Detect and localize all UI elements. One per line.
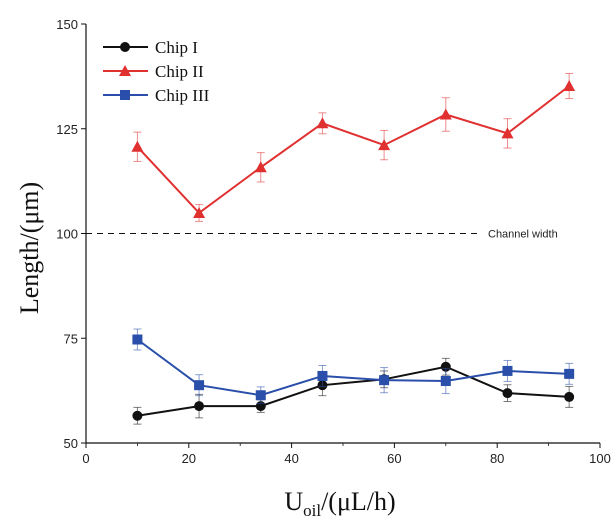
legend-item-chip-ii: Chip II <box>103 62 204 81</box>
data-point <box>439 108 452 120</box>
x-tick-label: 20 <box>182 451 196 466</box>
y-tick-label: 50 <box>64 436 78 451</box>
data-point <box>193 206 206 218</box>
legend-item-chip-iii: Chip III <box>103 86 210 105</box>
legend-marker <box>120 42 130 52</box>
data-point <box>379 375 390 386</box>
data-point <box>501 127 514 139</box>
series-group <box>131 72 576 425</box>
data-point <box>194 401 205 412</box>
series-line <box>136 85 570 215</box>
series-chip-i <box>132 357 575 425</box>
legend-marker <box>120 90 130 100</box>
legend-item-chip-i: Chip I <box>103 38 198 57</box>
x-axis-label: Uoil/(μL/h) <box>284 487 395 516</box>
legend-marker <box>119 65 131 76</box>
data-point <box>502 365 513 376</box>
legend-label: Chip III <box>155 86 210 105</box>
reference-line-group: Channel width <box>86 229 558 241</box>
data-point <box>194 380 205 391</box>
data-point <box>378 139 391 151</box>
axes: 50 75 100 125 150 0 20 40 60 80 100 <box>56 17 611 466</box>
y-tick-label: 75 <box>64 331 78 346</box>
data-point <box>132 334 143 345</box>
x-tick-label: 0 <box>82 451 89 466</box>
reference-line-label: Channel width <box>488 229 558 241</box>
data-point <box>564 391 575 402</box>
data-point <box>564 368 575 379</box>
x-axis-label-sub: oil <box>303 501 321 516</box>
y-tick-label: 150 <box>56 17 78 32</box>
data-point <box>255 390 266 401</box>
data-point <box>317 370 328 381</box>
legend: Chip I Chip II Chip III <box>103 38 210 105</box>
data-point <box>132 410 143 421</box>
series-chip-iii <box>132 328 575 405</box>
data-point <box>131 140 144 152</box>
x-axis-label-main: U <box>284 487 303 516</box>
legend-label: Chip I <box>155 38 198 57</box>
x-tick-label: 100 <box>589 451 611 466</box>
x-tick-label: 60 <box>387 451 401 466</box>
data-point <box>502 388 513 399</box>
series-chip-ii <box>131 72 576 222</box>
data-point <box>440 375 451 386</box>
data-point <box>254 161 267 173</box>
series-line <box>137 365 570 417</box>
x-tick-label: 40 <box>284 451 298 466</box>
data-point <box>563 80 576 92</box>
y-axis-label: Length/(μm) <box>15 182 44 314</box>
y-tick-label: 100 <box>56 227 78 242</box>
data-point <box>440 361 451 372</box>
y-tick-label: 125 <box>56 122 78 137</box>
legend-label: Chip II <box>155 62 204 81</box>
series-line <box>136 338 570 397</box>
data-point <box>316 117 329 129</box>
x-axis-label-unit: /(μL/h) <box>321 487 396 516</box>
x-tick-label: 80 <box>490 451 504 466</box>
